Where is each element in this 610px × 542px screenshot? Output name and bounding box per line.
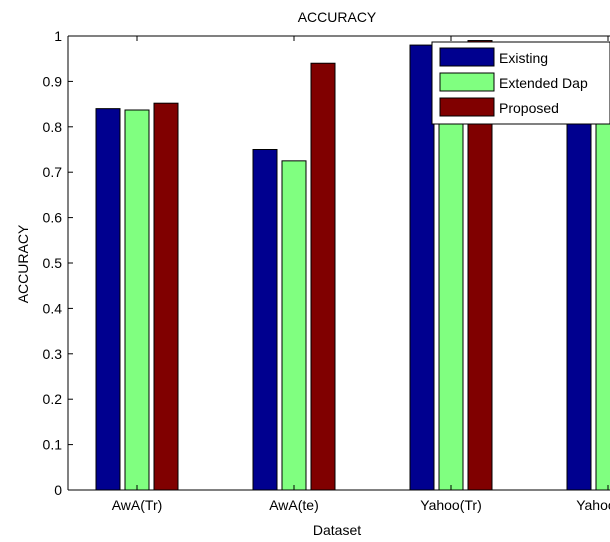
legend-label-extended-dap: Extended Dap [499,75,588,91]
bar-extended-dap-0 [124,109,150,491]
legend-swatch-proposed [439,97,495,117]
chart-title: ACCURACY [298,9,377,25]
bar-extended-dap-3 [595,67,610,491]
bar-existing-0 [95,108,121,491]
y-tick-label: 0.4 [43,300,63,316]
x-tick-label: AwA(te) [269,497,319,513]
x-tick-label: Yahoo(Te) [576,497,610,513]
y-tick-label: 0.8 [43,119,63,135]
y-axis-label: ACCURACY [15,224,31,303]
legend-label-existing: Existing [499,50,548,66]
x-tick-label: AwA(Tr) [112,497,163,513]
bar-proposed-1 [310,62,336,491]
x-tick-label: Yahoo(Tr) [420,497,481,513]
y-tick-label: 0.1 [43,437,63,453]
bar-existing-2 [409,44,435,491]
bar-proposed-0 [153,102,179,491]
x-axis-label: Dataset [313,522,361,538]
y-tick-label: 0.6 [43,210,63,226]
y-tick-label: 0.5 [43,255,63,271]
axes-layer: AwA(Tr) AwA(te) Yahoo(Tr) Yahoo(Te) 0 0.1 0.2 0… [43,28,610,513]
y-tick-label: 0.3 [43,346,63,362]
bar-existing-1 [252,149,278,491]
bar-existing-3 [566,67,592,491]
legend: Existing Extended Dap Proposed [431,41,610,125]
y-tick-label: 0 [54,482,62,498]
legend-swatch-extended-dap [439,72,495,92]
y-tick-label: 0.2 [43,391,63,407]
y-tick-label: 0.7 [43,164,63,180]
legend-label-proposed: Proposed [499,100,559,116]
y-tick-label: 0.9 [43,73,63,89]
legend-swatch-existing [439,47,495,67]
bar-extended-dap-1 [281,160,307,491]
y-tick-label: 1 [54,28,62,44]
